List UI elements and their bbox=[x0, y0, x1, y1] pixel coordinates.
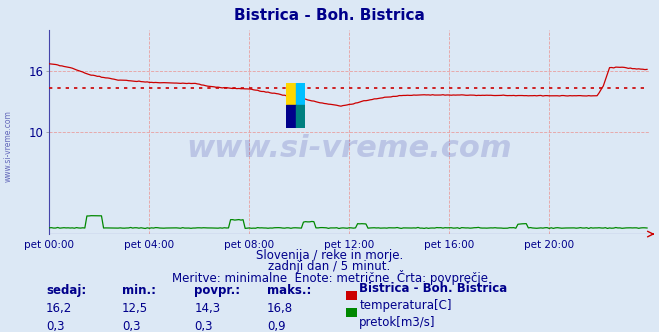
Text: zadnji dan / 5 minut.: zadnji dan / 5 minut. bbox=[268, 260, 391, 273]
Text: pet 08:00: pet 08:00 bbox=[224, 240, 274, 250]
Text: 16,8: 16,8 bbox=[267, 302, 293, 315]
Text: Bistrica - Boh. Bistrica: Bistrica - Boh. Bistrica bbox=[359, 282, 507, 295]
Text: pet 04:00: pet 04:00 bbox=[125, 240, 175, 250]
Text: min.:: min.: bbox=[122, 284, 156, 297]
Text: 12,5: 12,5 bbox=[122, 302, 148, 315]
Text: pet 16:00: pet 16:00 bbox=[424, 240, 474, 250]
Text: Bistrica - Boh. Bistrica: Bistrica - Boh. Bistrica bbox=[234, 8, 425, 23]
Text: 0,3: 0,3 bbox=[122, 320, 140, 332]
Text: pretok[m3/s]: pretok[m3/s] bbox=[359, 316, 436, 329]
Text: Slovenija / reke in morje.: Slovenija / reke in morje. bbox=[256, 249, 403, 262]
Text: 0,3: 0,3 bbox=[194, 320, 213, 332]
Text: maks.:: maks.: bbox=[267, 284, 311, 297]
Text: 0,3: 0,3 bbox=[46, 320, 65, 332]
Text: sedaj:: sedaj: bbox=[46, 284, 86, 297]
Text: 14,3: 14,3 bbox=[194, 302, 221, 315]
Text: povpr.:: povpr.: bbox=[194, 284, 241, 297]
Text: 0,9: 0,9 bbox=[267, 320, 285, 332]
Text: 16,2: 16,2 bbox=[46, 302, 72, 315]
Text: pet 20:00: pet 20:00 bbox=[524, 240, 574, 250]
Text: pet 12:00: pet 12:00 bbox=[324, 240, 374, 250]
Text: www.si-vreme.com: www.si-vreme.com bbox=[3, 110, 13, 182]
Text: temperatura[C]: temperatura[C] bbox=[359, 299, 451, 312]
Text: www.si-vreme.com: www.si-vreme.com bbox=[186, 134, 512, 163]
Text: pet 00:00: pet 00:00 bbox=[24, 240, 74, 250]
Text: Meritve: minimalne  Enote: metrične  Črta: povprečje: Meritve: minimalne Enote: metrične Črta:… bbox=[171, 270, 488, 285]
